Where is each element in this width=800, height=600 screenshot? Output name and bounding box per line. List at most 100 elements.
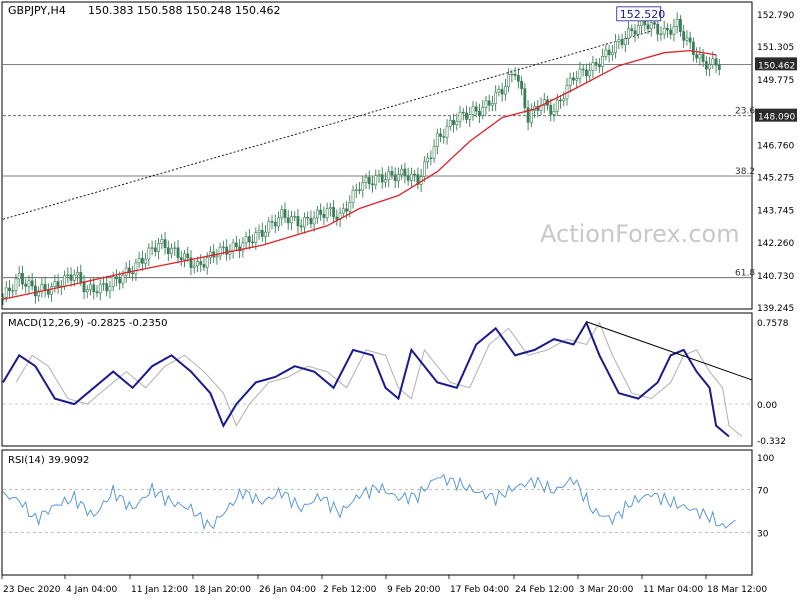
macd-signal-line — [15, 321, 743, 437]
candle-body — [468, 114, 472, 120]
candle-body — [215, 255, 219, 258]
candle-body — [286, 217, 290, 224]
price-tick-label: 140.730 — [757, 272, 794, 282]
candle-body — [413, 173, 417, 176]
level-price-label: 150.462 — [758, 61, 795, 71]
candle-body — [111, 276, 115, 287]
price-tick-label: 143.745 — [757, 207, 794, 217]
candle-body — [202, 264, 206, 268]
price-tick-label: 139.245 — [757, 304, 794, 314]
price-tick-label: 152.790 — [757, 11, 794, 21]
candle-body — [572, 77, 575, 81]
fib-label-1: 23.6 — [735, 107, 755, 117]
candle-body — [89, 284, 92, 290]
candle-body — [69, 274, 73, 281]
fib-label-2: 38.2 — [735, 167, 755, 177]
candle-body — [445, 125, 449, 138]
candle-body — [183, 253, 186, 261]
candle-body — [377, 174, 381, 176]
candle-body — [698, 54, 702, 59]
candle-body — [306, 217, 310, 219]
macd-tick-label: 0.00 — [757, 401, 777, 411]
candle-body — [503, 86, 507, 95]
candle-body — [79, 272, 83, 283]
candle-body — [283, 209, 287, 219]
rsi-tick-label: 100 — [757, 454, 774, 464]
candle-body — [335, 216, 339, 220]
axes: 152.790151.305149.775148.290146.760145.2… — [1, 11, 797, 595]
candle-body — [666, 27, 669, 31]
candle-body — [238, 246, 242, 252]
candle-body — [500, 89, 504, 95]
candle-body — [704, 61, 708, 70]
x-tick-label: 11 Jan 12:00 — [131, 585, 188, 595]
candle-body — [384, 179, 387, 183]
candle-body — [166, 247, 170, 255]
candle-body — [254, 232, 258, 243]
candle-body — [137, 258, 141, 264]
candle-body — [247, 236, 251, 243]
candle-body — [34, 285, 37, 297]
candle-body — [163, 239, 167, 249]
candle-body — [225, 246, 229, 255]
candle-body — [63, 275, 66, 287]
macd-title: MACD(12,26,9) -0.2825 -0.2350 — [8, 318, 168, 329]
ohlc-readout: 150.383 150.588 150.248 150.462 — [88, 4, 280, 17]
candle-body — [581, 68, 585, 71]
candle-body — [50, 286, 54, 295]
candle-body — [46, 289, 50, 295]
rsi-tick-label: 30 — [757, 530, 769, 540]
candle-body — [688, 37, 692, 43]
candle-body — [82, 281, 86, 293]
candle-body — [559, 99, 562, 102]
price-panel-frame — [1, 1, 753, 310]
candle-body — [108, 286, 112, 292]
candle-body — [244, 236, 248, 244]
candle-body — [4, 287, 8, 298]
price-tick-label: 145.275 — [757, 174, 794, 184]
rsi-tick-label: 70 — [757, 486, 769, 496]
candle-body — [604, 49, 608, 57]
candle-body — [312, 217, 316, 225]
peak-label: 152.520 — [620, 8, 666, 21]
candle-body — [322, 214, 326, 218]
candle-body — [14, 278, 18, 291]
candle-body — [134, 262, 138, 275]
candle-body — [555, 99, 559, 112]
candle-body — [380, 174, 384, 183]
candle-body — [714, 58, 718, 66]
candle-body — [461, 111, 465, 114]
candle-body — [341, 208, 345, 214]
candle-body — [432, 146, 436, 159]
ema-line — [2, 49, 717, 300]
candle-body — [270, 221, 274, 223]
candle-body — [40, 284, 44, 292]
level-price-label: 148.090 — [758, 113, 795, 123]
candle-body — [562, 98, 566, 102]
candle-body — [717, 64, 721, 70]
candle-body — [1, 296, 5, 299]
candle-body — [588, 69, 592, 77]
candle-body — [435, 133, 439, 147]
candle-body — [173, 247, 177, 249]
candle-body — [371, 183, 374, 186]
candle-body — [234, 242, 238, 248]
candle-body — [390, 171, 394, 176]
candle-body — [614, 41, 617, 53]
level-price-badge — [755, 108, 797, 122]
candle-body — [364, 177, 368, 183]
candle-body — [267, 221, 271, 233]
candle-body — [264, 231, 267, 237]
candle-body — [494, 91, 498, 104]
candle-body — [507, 74, 511, 88]
candle-body — [231, 242, 235, 252]
candle-body — [24, 283, 28, 287]
candle-body — [474, 106, 478, 112]
candle-body — [387, 171, 391, 180]
candle-body — [510, 73, 514, 76]
candle-body — [115, 276, 118, 280]
rsi-line — [2, 473, 736, 531]
candle-body — [397, 174, 400, 182]
